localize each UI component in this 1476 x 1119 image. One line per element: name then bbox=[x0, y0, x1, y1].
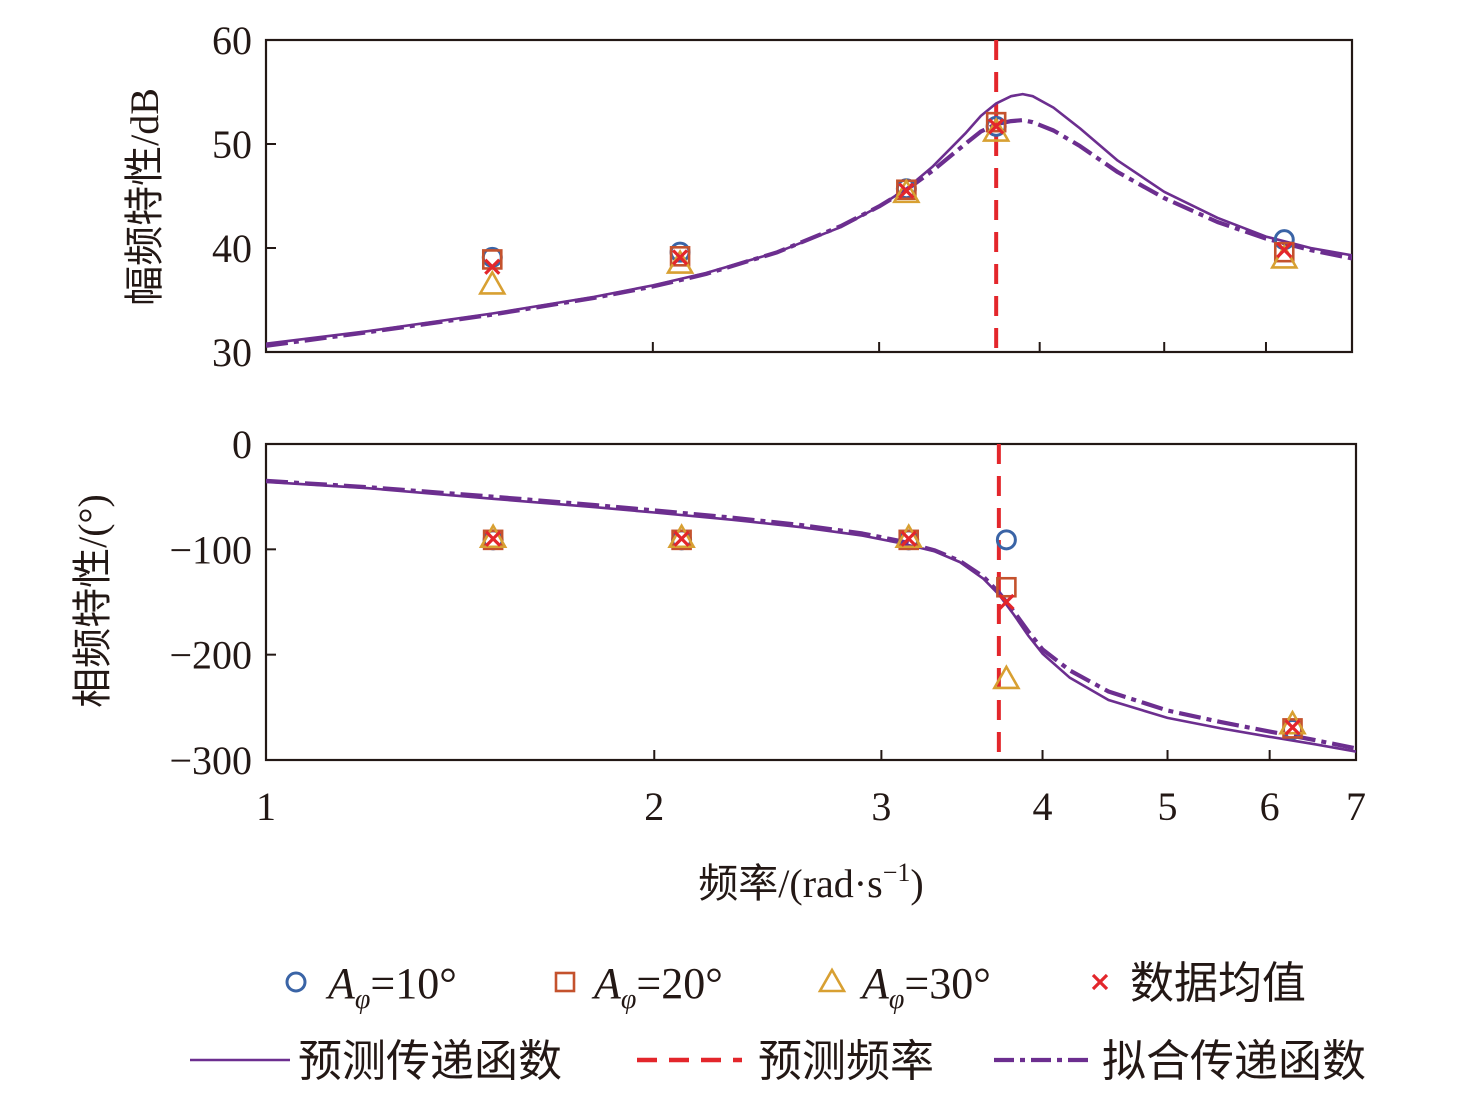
magnitude-point-triangle bbox=[981, 116, 1011, 142]
legend-label: 数据均值 bbox=[1130, 959, 1306, 1008]
phase-point-x bbox=[673, 530, 690, 547]
magnitude-plot-area bbox=[266, 40, 1352, 352]
x-tick-label: 3 bbox=[871, 784, 891, 829]
phase-point-x bbox=[900, 530, 917, 547]
magnitude-panel: 30 40 50 60 bbox=[212, 18, 1354, 375]
phase-predicted-tf-curve bbox=[266, 480, 1356, 753]
x-axis-title-main: 频率/(rad·s bbox=[698, 861, 882, 906]
legend-label-sub: φ bbox=[355, 984, 371, 1015]
phase-point-square bbox=[996, 576, 1017, 598]
phase-frame bbox=[264, 442, 1358, 762]
phase-ytick-label: −200 bbox=[169, 633, 252, 678]
x-axis-title-sup: −1 bbox=[883, 858, 911, 887]
magnitude-ylabel: 幅频特性/dB bbox=[122, 88, 167, 306]
phase-point-triangle bbox=[894, 523, 923, 549]
phase-plot-area bbox=[266, 444, 1356, 760]
magnitude-ytick-label: 60 bbox=[212, 18, 252, 63]
x-tick-label: 4 bbox=[1033, 784, 1053, 829]
legend-label-rest: =10° bbox=[370, 959, 456, 1008]
magnitude-predicted-tf-curve bbox=[266, 92, 1352, 345]
x-tick-label: 7 bbox=[1346, 784, 1366, 829]
magnitude-point-x bbox=[484, 258, 501, 275]
x-tick-label: 2 bbox=[644, 784, 664, 829]
magnitude-fitted-tf-curve bbox=[266, 117, 1352, 348]
x-tick-label: 5 bbox=[1158, 784, 1178, 829]
magnitude-ytick-label: 40 bbox=[212, 226, 252, 271]
x-axis-title-close: ) bbox=[910, 861, 923, 906]
magnitude-point-triangle bbox=[892, 178, 921, 204]
legend-label: 预测传递函数 bbox=[298, 1037, 562, 1086]
legend-label: 拟合传递函数 bbox=[1102, 1037, 1366, 1086]
x-tick-label: 1 bbox=[256, 784, 276, 829]
magnitude-point-x bbox=[671, 249, 689, 266]
phase-fitted-tf-curve bbox=[266, 478, 1356, 751]
magnitude-frame bbox=[264, 38, 1354, 354]
legend-label: Aφ=30° bbox=[859, 959, 991, 1015]
legend-label-a: A bbox=[859, 959, 890, 1008]
magnitude-ytick-label: 50 bbox=[212, 122, 252, 167]
phase-point-triangle bbox=[667, 523, 696, 549]
legend-label: Aφ=10° bbox=[325, 959, 457, 1015]
magnitude-ytick-label: 30 bbox=[212, 330, 252, 375]
legend-label-rest: =30° bbox=[904, 959, 990, 1008]
phase-point-x bbox=[998, 593, 1015, 611]
legend-label-sub: φ bbox=[889, 984, 905, 1015]
phase-ytick-label: −300 bbox=[169, 738, 252, 783]
legend-symbol-x bbox=[1091, 973, 1109, 991]
legend-label-a: A bbox=[325, 959, 356, 1008]
phase-point-x bbox=[1284, 719, 1301, 736]
legend-symbol-square bbox=[554, 971, 576, 993]
phase-point-x bbox=[484, 530, 502, 547]
legend-symbol-triangle bbox=[817, 967, 847, 993]
x-tick-label: 6 bbox=[1260, 784, 1280, 829]
phase-ylabel: 相频特性/(°) bbox=[70, 494, 115, 708]
magnitude-point-x bbox=[1276, 241, 1293, 259]
legend-label: Aφ=20° bbox=[591, 959, 723, 1015]
phase-ytick-label: −100 bbox=[169, 527, 252, 572]
magnitude-point-square bbox=[985, 111, 1007, 133]
phase-ytick-label: 0 bbox=[232, 422, 252, 467]
legend-label-a: A bbox=[591, 959, 622, 1008]
magnitude-point-x bbox=[898, 182, 915, 199]
magnitude-point-square bbox=[669, 246, 691, 267]
legend-label-sub: φ bbox=[621, 984, 637, 1015]
phase-point-triangle bbox=[992, 664, 1021, 690]
magnitude-point-square bbox=[1273, 241, 1295, 263]
magnitude-point-triangle bbox=[478, 269, 507, 295]
phase-point-triangle bbox=[478, 523, 508, 549]
legend-label: 预测频率 bbox=[758, 1037, 934, 1086]
x-axis-title: 频率/(rad·s−1) bbox=[698, 858, 923, 906]
magnitude-point-x bbox=[988, 118, 1005, 135]
legend-symbol-circle bbox=[285, 971, 307, 993]
phase-point-circle bbox=[995, 529, 1017, 551]
legend-label-rest: =20° bbox=[636, 959, 722, 1008]
